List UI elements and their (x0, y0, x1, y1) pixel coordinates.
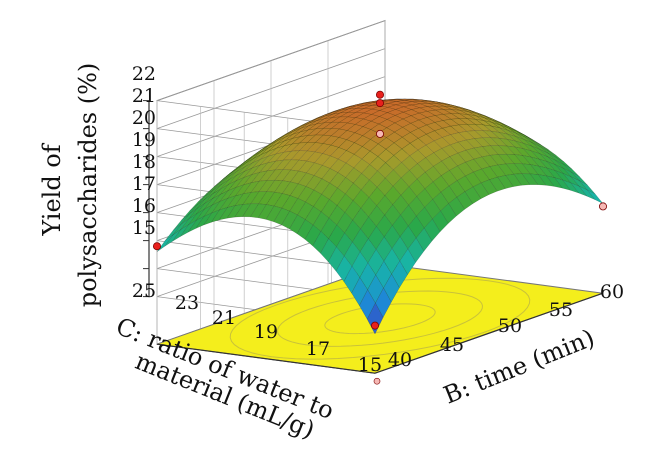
x-tick-label: 55 (549, 299, 573, 321)
z-tick-label: 22 (132, 63, 156, 85)
y-tick-label: 15 (358, 354, 382, 376)
z-tick-label: 18 (132, 151, 156, 173)
z-axis-ticks: 15 16 17 18 19 20 21 22 (132, 63, 156, 239)
z-tick-label: 16 (132, 195, 156, 217)
z-tick-label: 19 (132, 129, 156, 151)
x-tick-label: 50 (498, 315, 522, 337)
design-point (371, 322, 378, 329)
z-tick-label: 15 (132, 217, 156, 239)
x-tick-label: 45 (440, 334, 464, 356)
x-tick-label: 40 (388, 349, 412, 371)
z-axis-title: Yield of polysaccharides (%) (38, 63, 102, 308)
y-tick-label: 17 (306, 338, 330, 360)
z-axis-title-line1: Yield of (38, 142, 66, 236)
y-tick-label: 19 (254, 321, 278, 343)
design-point (376, 100, 383, 107)
z-tick-label: 21 (132, 85, 156, 107)
design-point (376, 91, 383, 98)
y-tick-label: 21 (212, 307, 236, 329)
z-tick-label: 20 (132, 107, 156, 129)
y-tick-label: 25 (132, 280, 156, 302)
x-tick-label: 60 (600, 281, 624, 303)
design-point (153, 243, 160, 250)
z-axis-title-line2: polysaccharides (%) (74, 63, 102, 308)
z-tick-label: 17 (132, 173, 156, 195)
design-point (376, 130, 383, 137)
y-tick-label: 23 (175, 292, 199, 314)
design-point (599, 203, 606, 210)
design-point-projection (374, 378, 380, 384)
